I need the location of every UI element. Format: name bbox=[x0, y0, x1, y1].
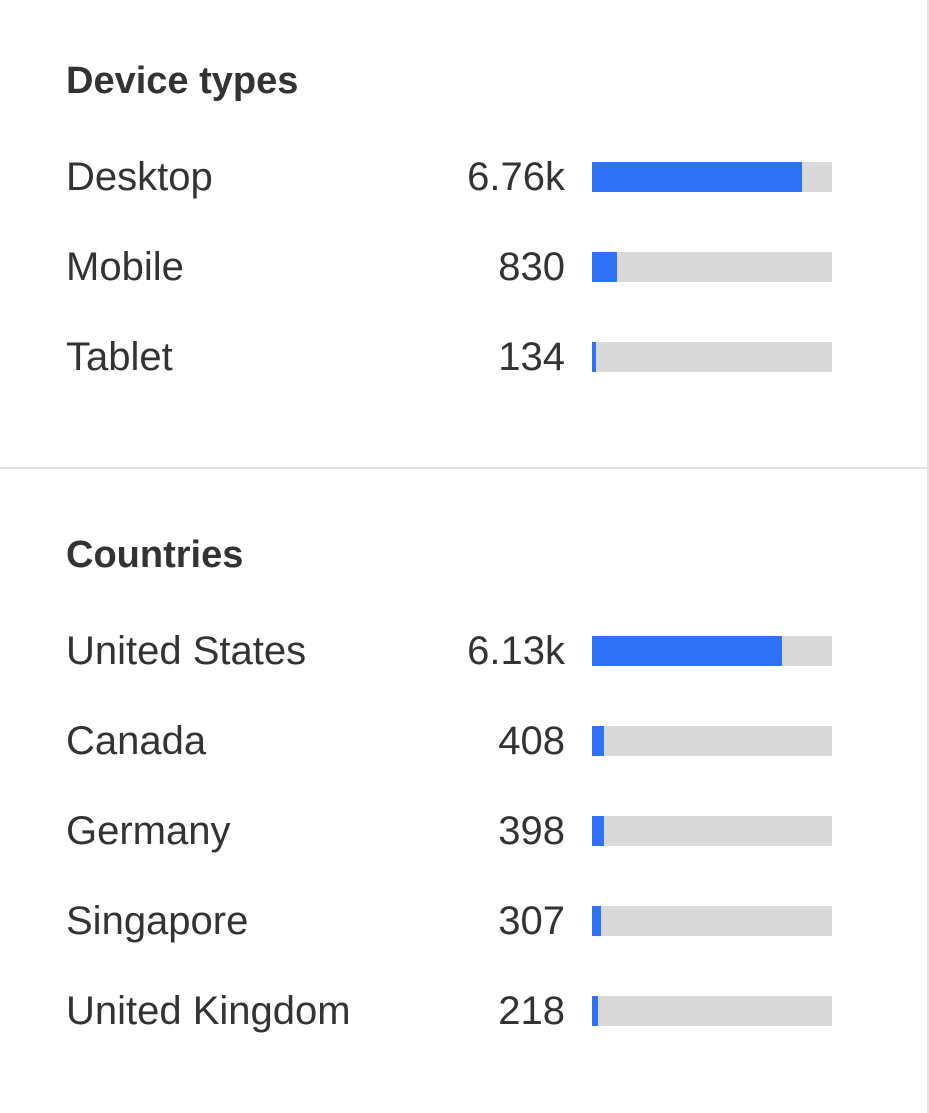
country-row-united-kingdom: United Kingdom 218 bbox=[0, 986, 927, 1036]
device-row-tablet: Tablet 134 bbox=[0, 332, 927, 382]
country-value: 398 bbox=[498, 809, 565, 853]
country-row-germany: Germany 398 bbox=[0, 806, 927, 856]
bar-track bbox=[592, 636, 832, 666]
device-label: Desktop bbox=[66, 155, 213, 199]
device-row-desktop: Desktop 6.76k bbox=[0, 152, 927, 202]
bar-fill bbox=[592, 816, 604, 846]
bar-track bbox=[592, 726, 832, 756]
countries-title: Countries bbox=[66, 534, 244, 576]
bar-track bbox=[592, 162, 832, 192]
device-value: 830 bbox=[498, 245, 565, 289]
country-row-canada: Canada 408 bbox=[0, 716, 927, 766]
section-divider bbox=[0, 467, 927, 469]
bar-fill bbox=[592, 996, 598, 1026]
bar-track bbox=[592, 342, 832, 372]
device-types-title: Device types bbox=[66, 60, 299, 102]
panel-right-border bbox=[927, 0, 929, 1113]
bar-fill bbox=[592, 636, 783, 666]
bar-track bbox=[592, 816, 832, 846]
bar-track bbox=[592, 906, 832, 936]
bar-fill bbox=[592, 726, 604, 756]
country-label: Singapore bbox=[66, 899, 249, 943]
country-label: Canada bbox=[66, 719, 207, 763]
country-value: 6.13k bbox=[467, 629, 565, 673]
device-label: Mobile bbox=[66, 245, 184, 289]
bar-fill bbox=[592, 162, 802, 192]
device-value: 6.76k bbox=[467, 155, 565, 199]
bar-fill bbox=[592, 252, 617, 282]
device-row-mobile: Mobile 830 bbox=[0, 242, 927, 292]
country-label: United Kingdom bbox=[66, 989, 351, 1033]
country-value: 218 bbox=[498, 989, 565, 1033]
device-label: Tablet bbox=[66, 335, 173, 379]
bar-track bbox=[592, 996, 832, 1026]
bar-track bbox=[592, 252, 832, 282]
country-label: Germany bbox=[66, 809, 231, 853]
country-row-singapore: Singapore 307 bbox=[0, 896, 927, 946]
country-label: United States bbox=[66, 629, 307, 673]
device-value: 134 bbox=[498, 335, 565, 379]
country-value: 307 bbox=[498, 899, 565, 943]
country-value: 408 bbox=[498, 719, 565, 763]
country-row-united-states: United States 6.13k bbox=[0, 626, 927, 676]
bar-fill bbox=[592, 906, 602, 936]
bar-fill bbox=[592, 342, 597, 372]
